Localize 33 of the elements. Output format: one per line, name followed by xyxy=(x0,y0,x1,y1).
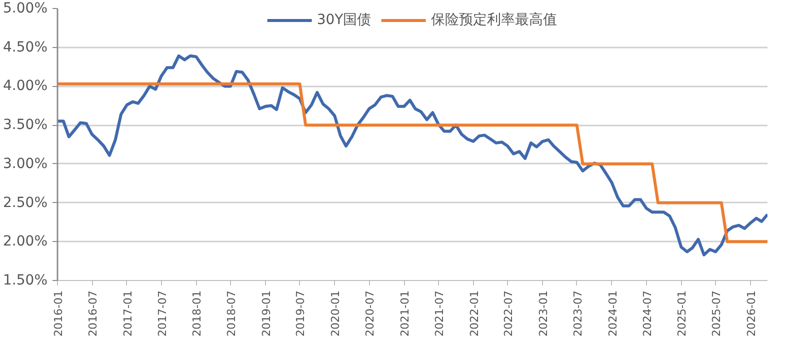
x-tick-label: 2025-01 xyxy=(676,290,689,336)
legend-label: 保险预定利率最高值 xyxy=(431,11,558,29)
x-tick-label: 2020-07 xyxy=(364,290,377,336)
y-tick-label: 4.50% xyxy=(3,39,48,56)
x-tick-label: 2019-01 xyxy=(260,290,273,336)
x-tick-label: 2021-07 xyxy=(432,290,446,336)
x-tick-label: 2022-01 xyxy=(468,290,481,336)
x-tick-label: 2023-07 xyxy=(571,290,584,336)
line-series xyxy=(58,54,768,256)
y-tick-label: 5.00% xyxy=(3,0,48,16)
x-tick-label: 2017-01 xyxy=(121,290,134,336)
x-tick-label: 2016-01 xyxy=(52,290,65,336)
x-tick-label: 2018-01 xyxy=(190,290,204,336)
x-tick-label: 2025-07 xyxy=(710,290,724,336)
x-tick-label: 2026-01 xyxy=(744,290,758,336)
y-tick-label: 2.50% xyxy=(3,194,48,211)
y-tick-label: 1.50% xyxy=(3,272,48,288)
x-tick-label: 2021-01 xyxy=(398,290,412,336)
x-tick-label: 2018-07 xyxy=(224,290,238,336)
x-tick-label: 2022-07 xyxy=(502,290,516,336)
x-tick-label: 2023-01 xyxy=(537,290,550,336)
legend-label: 30Y国债 xyxy=(316,11,372,29)
x-tick-label: 2024-07 xyxy=(640,290,654,336)
y-tick-label: 3.00% xyxy=(3,156,48,172)
x-tick-label: 2024-01 xyxy=(606,290,620,336)
x-tick-label: 2016-07 xyxy=(86,290,100,336)
x-tick-label: 2017-07 xyxy=(156,290,169,336)
y-tick-label: 3.50% xyxy=(3,117,48,134)
y-tick-label: 2.00% xyxy=(3,234,48,250)
x-tick-label: 2020-01 xyxy=(329,290,342,336)
x-tick-label: 2019-07 xyxy=(294,290,308,336)
y-tick-label: 4.00% xyxy=(3,78,48,94)
line-series xyxy=(58,82,768,244)
